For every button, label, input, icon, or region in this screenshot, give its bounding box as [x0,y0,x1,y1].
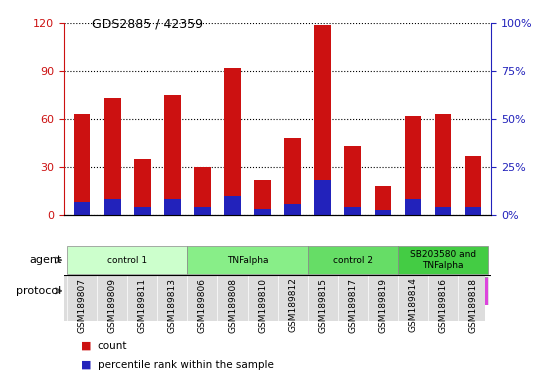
Bar [67,277,307,305]
Bar [194,207,211,215]
Text: GSM189816: GSM189816 [439,278,448,333]
Text: GSM189810: GSM189810 [258,278,267,333]
Text: TNFalpha stimulation: TNFalpha stimulation [140,286,235,295]
Bar [435,114,451,215]
Bar [435,207,451,215]
Bar [465,156,481,215]
Bar [285,138,301,215]
Text: GSM189811: GSM189811 [138,278,147,333]
Bar [134,207,151,215]
Text: GSM189814: GSM189814 [408,278,417,333]
Bar [344,207,361,215]
Bar [74,202,90,215]
Bar [465,207,481,215]
Bar [314,25,331,215]
Text: count: count [98,341,127,351]
Text: protocol: protocol [16,286,61,296]
Bar [224,68,241,215]
Bar [314,180,331,215]
Text: GSM189808: GSM189808 [228,278,237,333]
Bar [285,204,301,215]
Text: ■: ■ [81,341,92,351]
Bar [307,277,488,305]
Text: GSM189819: GSM189819 [378,278,387,333]
Bar [344,146,361,215]
Bar [307,247,398,274]
Text: GSM189817: GSM189817 [348,278,357,333]
Text: GSM189807: GSM189807 [78,278,86,333]
Text: GSM189812: GSM189812 [288,278,297,333]
Text: percentile rank within the sample: percentile rank within the sample [98,360,273,370]
Bar [67,247,187,274]
Bar [224,196,241,215]
Bar [187,247,307,274]
Bar [134,159,151,215]
Text: GSM189809: GSM189809 [108,278,117,333]
Text: SB203580 and
TNFalpha: SB203580 and TNFalpha [410,250,476,270]
Text: TNFalpha: TNFalpha [227,256,268,265]
Bar [194,167,211,215]
Text: SB203580 preincubation: SB203580 preincubation [342,286,454,295]
Bar [374,186,391,215]
Bar [74,114,90,215]
Text: control 2: control 2 [333,256,373,265]
Bar [164,199,181,215]
Bar [254,209,271,215]
Text: GDS2885 / 42359: GDS2885 / 42359 [92,17,203,30]
Bar [164,95,181,215]
Bar [374,210,391,215]
Text: ■: ■ [81,360,92,370]
Bar [405,116,421,215]
Text: GSM189813: GSM189813 [168,278,177,333]
Bar [398,247,488,274]
Bar [104,98,121,215]
Text: GSM189818: GSM189818 [469,278,478,333]
Text: GSM189815: GSM189815 [318,278,327,333]
Bar [254,180,271,215]
Text: control 1: control 1 [107,256,147,265]
Text: GSM189806: GSM189806 [198,278,207,333]
Text: agent: agent [29,255,61,265]
Bar [104,199,121,215]
Bar [405,199,421,215]
